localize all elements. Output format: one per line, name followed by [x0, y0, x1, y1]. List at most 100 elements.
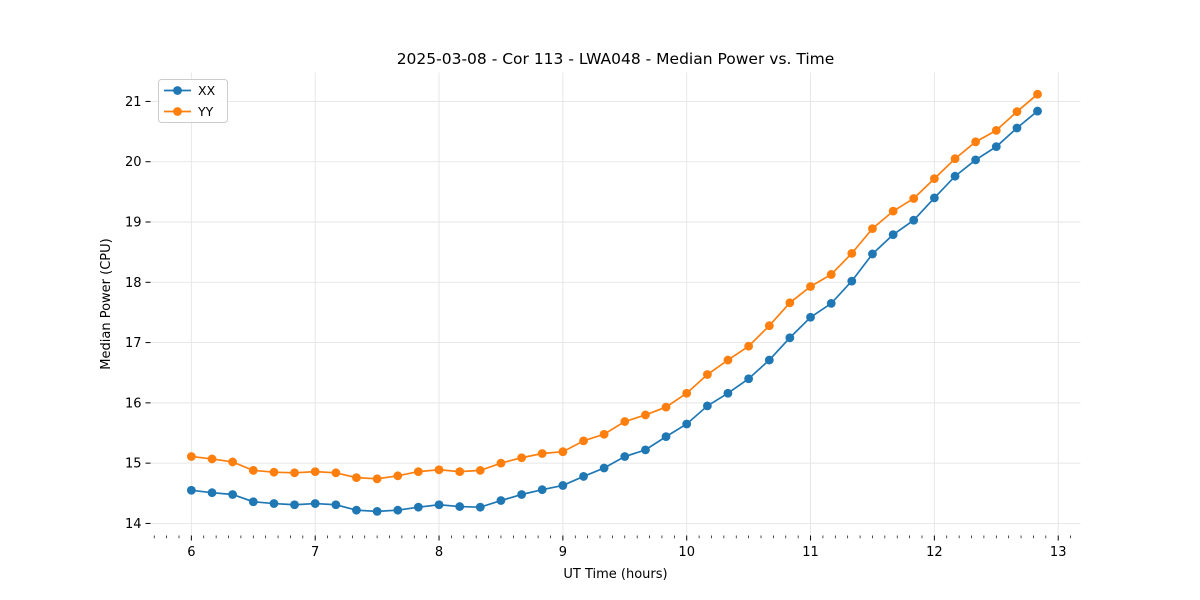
data-point — [579, 436, 588, 446]
data-point — [806, 282, 815, 291]
y-tick-label: 16 — [125, 396, 142, 411]
data-point — [331, 500, 341, 510]
data-point — [785, 333, 795, 343]
chart-title: 2025-03-08 - Cor 113 - LWA048 - Median P… — [397, 50, 835, 68]
data-point — [372, 506, 382, 516]
data-point — [228, 490, 238, 499]
legend-entry-label: YY — [197, 104, 214, 119]
y-axis: 14 15 16 17 18 19 20 21 — [125, 95, 151, 532]
data-point — [888, 230, 898, 240]
x-tick-label: 6 — [187, 545, 195, 560]
data-point — [310, 499, 320, 508]
data-point — [826, 270, 836, 279]
data-point — [393, 471, 403, 481]
data-point — [744, 341, 754, 351]
data-point — [393, 505, 403, 515]
data-point — [413, 502, 423, 512]
data-point — [909, 194, 919, 203]
data-point — [661, 402, 671, 412]
data-point — [929, 174, 939, 184]
data-point — [352, 505, 361, 515]
legend-sample-marker — [173, 86, 182, 95]
y-tick-label: 21 — [125, 95, 142, 110]
data-point — [290, 468, 299, 478]
data-point — [991, 142, 1001, 152]
data-point — [950, 171, 960, 181]
data-point — [455, 502, 465, 511]
legend-sample-marker — [173, 107, 182, 116]
data-point — [641, 445, 650, 455]
data-point — [475, 465, 485, 475]
data-point — [579, 472, 588, 481]
y-axis-label: Median Power (CPU) — [99, 238, 114, 369]
x-tick-label: 10 — [678, 545, 695, 560]
data-point — [517, 453, 527, 463]
data-point — [620, 417, 630, 426]
data-point — [331, 468, 341, 478]
data-point — [929, 193, 939, 203]
data-point — [723, 388, 733, 398]
data-point — [496, 496, 506, 505]
data-point — [1033, 106, 1042, 116]
data-point — [269, 499, 279, 508]
data-point — [702, 370, 712, 379]
data-point — [950, 154, 960, 164]
data-point — [1012, 123, 1022, 133]
data-point — [558, 481, 568, 490]
data-point — [847, 248, 857, 258]
data-point — [186, 452, 196, 461]
data-point — [641, 410, 650, 420]
data-point — [744, 374, 754, 384]
legend-entry-label: XX — [198, 83, 216, 98]
x-tick-label: 11 — [802, 545, 819, 560]
data-point — [723, 355, 733, 365]
legend: XX YY — [158, 79, 228, 123]
series-XX-markers — [186, 106, 1042, 516]
x-tick-label: 7 — [311, 545, 319, 560]
data-point — [310, 467, 320, 476]
data-point — [186, 485, 196, 495]
data-point — [372, 474, 382, 484]
data-point — [558, 447, 568, 457]
legend-box — [158, 79, 228, 123]
data-point — [455, 467, 465, 476]
data-point — [413, 467, 423, 476]
data-point — [599, 463, 609, 473]
data-point — [847, 276, 857, 286]
x-tick-label: 13 — [1050, 545, 1067, 560]
x-axis-label: UT Time (hours) — [563, 567, 667, 582]
y-tick-label: 18 — [125, 276, 142, 291]
data-point — [537, 449, 547, 458]
y-tick-label: 17 — [125, 336, 142, 351]
data-point — [991, 125, 1001, 135]
data-point — [207, 454, 217, 464]
x-axis-minor-ticks — [153, 535, 1071, 539]
plot-area — [150, 72, 1081, 536]
data-point — [1033, 89, 1042, 99]
data-point — [785, 298, 795, 308]
data-point — [764, 321, 774, 331]
data-point — [496, 458, 506, 468]
x-tick-label: 12 — [926, 545, 943, 560]
series-YY-markers — [186, 89, 1042, 484]
data-point — [620, 452, 630, 461]
data-point — [207, 488, 217, 498]
data-point — [434, 465, 444, 475]
data-point — [682, 419, 692, 429]
data-point — [971, 137, 981, 147]
data-point — [702, 401, 712, 411]
y-tick-label: 19 — [125, 216, 142, 231]
data-point — [888, 206, 898, 216]
data-point — [1012, 107, 1022, 117]
data-point — [764, 355, 774, 365]
x-tick-label: 9 — [559, 545, 567, 560]
data-point — [868, 249, 877, 259]
data-point — [269, 467, 279, 477]
x-axis: 6 7 8 9 10 11 12 13 — [187, 535, 1067, 560]
grid — [150, 72, 1081, 536]
y-tick-label: 20 — [125, 155, 142, 170]
data-point — [228, 457, 238, 467]
data-point — [475, 502, 485, 512]
data-point — [517, 490, 527, 499]
